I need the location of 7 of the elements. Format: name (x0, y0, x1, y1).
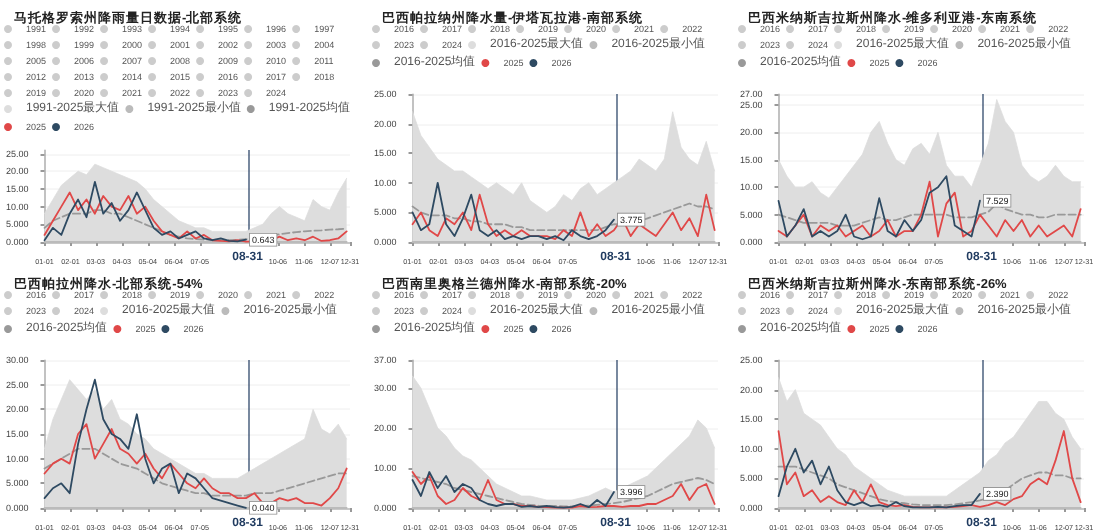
line-series (777, 175, 981, 241)
line-series (43, 180, 247, 243)
line-series (777, 180, 1082, 238)
line-series (410, 181, 614, 242)
line-series (777, 447, 981, 509)
line-series (43, 378, 247, 509)
line-series (410, 471, 614, 509)
